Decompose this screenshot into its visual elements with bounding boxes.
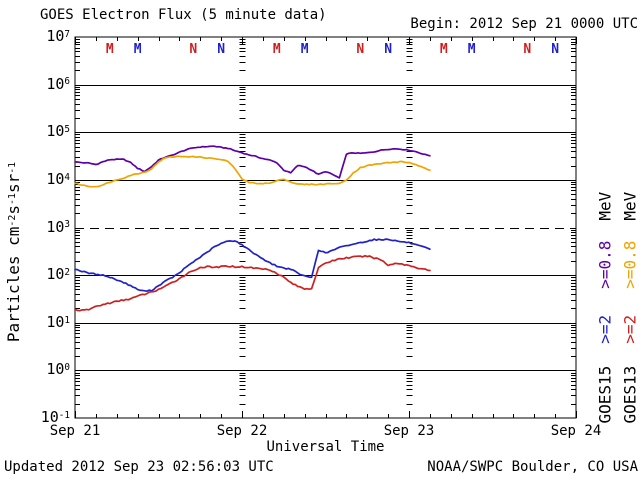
legend-segment: >=2 [620, 314, 640, 344]
flux-curve-goes13-0-8-mev [74, 155, 431, 188]
legend-segment: >=0.8 [620, 240, 640, 289]
noon-midnight-marker: M [467, 42, 476, 57]
noon-midnight-marker: N [523, 42, 532, 57]
chart-title: GOES Electron Flux (5 minute data) [40, 7, 327, 23]
x-tick-label: Sep 23 [383, 423, 435, 439]
noon-midnight-marker: M [300, 42, 309, 57]
y-tick-label: 100 [46, 360, 70, 379]
y-tick-label: 106 [46, 74, 70, 93]
y-tick-label: 103 [46, 217, 70, 236]
noon-midnight-marker: N [384, 42, 393, 57]
noon-midnight-marker: M [133, 42, 142, 57]
legend-segment: MeV [620, 191, 640, 221]
noon-midnight-marker: M [105, 42, 114, 57]
noon-midnight-marker: M [272, 42, 281, 57]
source-label: NOAA/SWPC Boulder, CO USA [427, 459, 638, 475]
begin-time-label: Begin: 2012 Sep 21 0000 UTC [410, 16, 638, 32]
y-tick-label: 107 [46, 27, 70, 45]
y-tick-label: 10-1 [40, 408, 70, 426]
legend-segment: >=0.8 [595, 240, 615, 289]
y-axis-title: Particles cm-2s-1sr-1 [4, 161, 23, 343]
legend-goes15: GOES15 >=2 >=0.8 MeV [595, 124, 615, 438]
noon-midnight-marker: N [217, 42, 226, 57]
legend-goes13: GOES13 >=2 >=0.8 MeV [620, 124, 640, 438]
noon-midnight-marker: N [189, 42, 198, 57]
x-tick-label: Sep 21 [49, 423, 101, 439]
x-tick-label: Sep 22 [216, 423, 268, 439]
updated-label: Updated 2012 Sep 23 02:56:03 UTC [4, 459, 274, 475]
x-tick-label: Sep 24 [550, 423, 602, 439]
flux-curve-goes13-2-mev [74, 254, 431, 312]
noon-midnight-marker: N [551, 42, 560, 57]
y-tick-label: 105 [46, 122, 70, 141]
x-axis-title: Universal Time [266, 439, 385, 455]
noon-midnight-marker: M [439, 42, 448, 57]
legend-segment: MeV [595, 191, 615, 221]
legend-segment: GOES15 [595, 365, 615, 424]
y-tick-label: 104 [46, 169, 70, 188]
y-tick-label: 101 [46, 312, 70, 331]
y-tick-label: 102 [46, 265, 70, 284]
flux-curve-goes15-2-mev [74, 238, 431, 293]
legend-segment: >=2 [595, 314, 615, 344]
flux-curve-goes15-0-8-mev [74, 145, 431, 179]
noon-midnight-marker: N [356, 42, 365, 57]
legend-segment: GOES13 [620, 365, 640, 424]
